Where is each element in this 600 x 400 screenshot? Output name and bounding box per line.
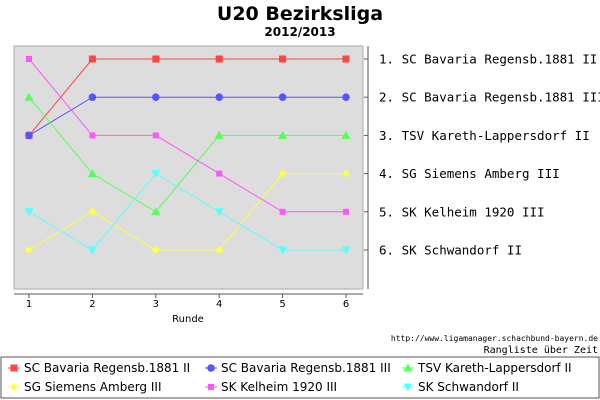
data-point bbox=[87, 169, 97, 178]
data-point bbox=[278, 169, 287, 178]
data-point bbox=[151, 246, 160, 254]
data-point bbox=[152, 55, 160, 63]
legend: SC Bavaria Regensb.1881 II SC Bavaria Reg… bbox=[8, 361, 572, 394]
rank-labels: 1. SC Bavaria Regensb.1881 II 2. SC Bavar… bbox=[379, 52, 600, 258]
data-point bbox=[152, 132, 159, 139]
x-tick-label: 5 bbox=[279, 299, 285, 310]
data-point bbox=[279, 208, 286, 215]
legend-label: SK Kelheim 1920 III bbox=[221, 380, 337, 394]
x-axis: 1 2 3 4 5 6 bbox=[14, 293, 363, 310]
legend-marker bbox=[207, 364, 215, 372]
series-line bbox=[28, 58, 346, 213]
rank-label: 3. TSV Kareth-Lappersdorf II bbox=[379, 128, 590, 143]
x-tick-label: 1 bbox=[26, 299, 32, 310]
legend-box bbox=[0, 356, 600, 399]
series-line bbox=[28, 58, 346, 136]
data-point bbox=[24, 92, 34, 101]
legend-marker bbox=[10, 383, 18, 391]
rank-label: 4. SG Siemens Amberg III bbox=[379, 166, 560, 181]
data-point bbox=[341, 246, 351, 255]
data-point bbox=[278, 246, 288, 255]
rank-label: 5. SK Kelheim 1920 III bbox=[379, 204, 545, 219]
data-point bbox=[151, 207, 161, 216]
legend-label: SC Bavaria Regensb.1881 II bbox=[24, 361, 190, 375]
legend-marker bbox=[403, 363, 413, 372]
rank-label: 6. SK Schwandorf II bbox=[379, 243, 522, 258]
rank-label: 1. SC Bavaria Regensb.1881 II bbox=[379, 52, 597, 67]
series-line bbox=[28, 172, 346, 251]
data-point bbox=[151, 170, 161, 179]
series-line bbox=[28, 173, 346, 251]
data-point bbox=[88, 207, 97, 216]
data-point bbox=[88, 55, 96, 63]
legend-marker bbox=[403, 383, 413, 392]
data-point bbox=[24, 208, 34, 217]
series-lines bbox=[24, 55, 351, 255]
x-axis-label: Runde bbox=[172, 314, 204, 325]
data-point bbox=[25, 246, 33, 254]
rank-label: 2. SC Bavaria Regensb.1881 III bbox=[379, 90, 600, 105]
data-point bbox=[278, 93, 287, 101]
legend-label: SG Siemens Amberg III bbox=[24, 380, 161, 394]
x-tick-label: 3 bbox=[153, 299, 159, 310]
rank-axis bbox=[364, 46, 369, 289]
data-point bbox=[152, 93, 160, 101]
series-line bbox=[28, 96, 346, 136]
data-point bbox=[342, 93, 350, 101]
data-point bbox=[342, 55, 350, 63]
data-point bbox=[88, 93, 97, 101]
data-point bbox=[214, 208, 224, 217]
series-line bbox=[28, 96, 346, 213]
data-point bbox=[278, 130, 288, 139]
chart-caption: Rangliste über Zeit bbox=[484, 345, 598, 356]
x-tick-label: 6 bbox=[343, 299, 349, 310]
data-point bbox=[342, 169, 350, 178]
data-point bbox=[89, 132, 96, 139]
x-tick-label: 2 bbox=[89, 299, 95, 310]
legend-marker bbox=[208, 384, 214, 390]
data-point bbox=[215, 55, 223, 63]
data-point bbox=[343, 208, 349, 215]
legend-marker bbox=[10, 364, 18, 372]
data-point bbox=[341, 130, 351, 139]
data-point bbox=[279, 55, 287, 63]
legend-label: SK Schwandorf II bbox=[418, 380, 519, 394]
data-point bbox=[25, 131, 33, 140]
plot-area bbox=[13, 45, 364, 290]
legend-label: TSV Kareth-Lappersdorf II bbox=[417, 361, 572, 375]
legend-label: SC Bavaria Regensb.1881 III bbox=[221, 361, 391, 375]
source-url: http://www.ligamanager.schachbund-bayern… bbox=[391, 334, 598, 343]
data-point bbox=[26, 56, 32, 62]
data-point bbox=[216, 170, 223, 177]
chart-title: U20 Bezirksliga bbox=[217, 3, 383, 25]
data-point bbox=[215, 93, 223, 101]
chart-subtitle: 2012/2013 bbox=[264, 25, 335, 39]
data-point bbox=[87, 246, 97, 255]
data-point bbox=[214, 130, 224, 139]
data-point bbox=[215, 246, 224, 254]
x-tick-label: 4 bbox=[216, 299, 222, 310]
